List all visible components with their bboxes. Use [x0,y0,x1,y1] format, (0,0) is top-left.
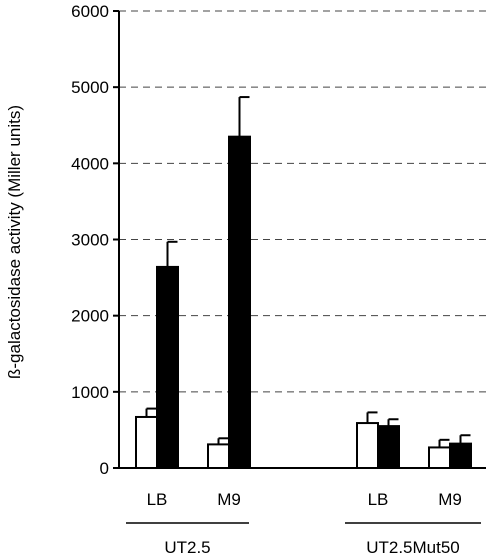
y-tick-label: 0 [100,459,109,478]
y-tick-label: 4000 [71,154,109,173]
y-tick-label: 5000 [71,78,109,97]
bar [428,446,451,469]
bars [135,135,472,470]
bar [356,422,379,470]
bar [207,443,230,470]
category-label: LB [368,490,389,509]
category-label: LB [147,490,168,509]
error-bars [145,96,471,448]
bar [377,425,400,470]
y-ticks: 0 1000 2000 3000 4000 5000 6000 [71,2,119,478]
y-tick-label: 2000 [71,307,109,326]
bar [449,442,472,470]
bar [228,135,251,470]
category-label: M9 [217,490,241,509]
y-tick-label: 6000 [71,2,109,21]
bar [135,415,158,469]
category-label: M9 [438,490,462,509]
y-axis-label: ß-galactosidase activity (Miller units) [5,105,24,379]
y-tick-label: 3000 [71,231,109,250]
gridlines [119,10,486,393]
x-labels: LB M9 UT2.5 LB M9 UT2.5Mut50 [126,490,481,557]
group-label: UT2.5Mut50 [366,538,460,557]
bar [156,265,179,470]
y-tick-label: 1000 [71,383,109,402]
group-label: UT2.5 [164,538,210,557]
